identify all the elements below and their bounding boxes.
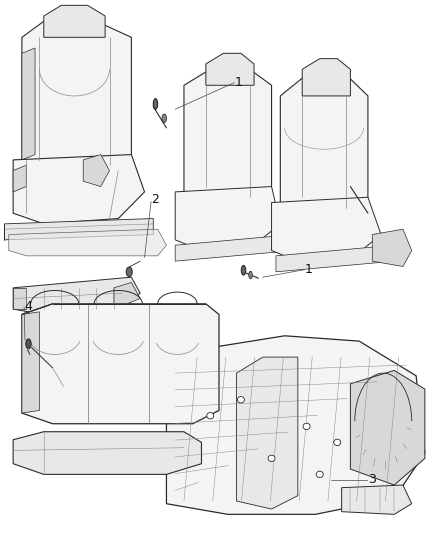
Ellipse shape xyxy=(268,455,275,462)
Ellipse shape xyxy=(316,471,323,478)
Polygon shape xyxy=(302,59,350,96)
Polygon shape xyxy=(237,357,298,509)
Ellipse shape xyxy=(126,267,132,277)
Ellipse shape xyxy=(241,265,246,275)
Polygon shape xyxy=(13,155,145,224)
Text: 4: 4 xyxy=(24,300,32,313)
Polygon shape xyxy=(184,69,272,203)
Ellipse shape xyxy=(237,397,244,403)
Polygon shape xyxy=(13,165,26,192)
Polygon shape xyxy=(9,229,166,256)
Polygon shape xyxy=(22,312,39,413)
Ellipse shape xyxy=(26,339,31,349)
Ellipse shape xyxy=(162,114,166,123)
Polygon shape xyxy=(276,245,394,272)
Polygon shape xyxy=(114,282,140,309)
Text: 1: 1 xyxy=(234,76,242,89)
Polygon shape xyxy=(4,219,153,240)
Ellipse shape xyxy=(249,271,252,279)
Polygon shape xyxy=(206,53,254,85)
Ellipse shape xyxy=(334,439,341,446)
Polygon shape xyxy=(166,336,425,514)
Text: 3: 3 xyxy=(368,473,376,486)
Polygon shape xyxy=(22,48,35,160)
Ellipse shape xyxy=(207,413,214,419)
Polygon shape xyxy=(372,229,412,266)
Polygon shape xyxy=(13,277,140,314)
Polygon shape xyxy=(44,5,105,37)
Polygon shape xyxy=(272,197,381,261)
Polygon shape xyxy=(175,235,293,261)
Polygon shape xyxy=(22,21,131,171)
Ellipse shape xyxy=(153,99,158,109)
Text: 2: 2 xyxy=(151,193,159,206)
Polygon shape xyxy=(13,432,201,474)
Polygon shape xyxy=(22,304,219,424)
Polygon shape xyxy=(175,187,280,251)
Polygon shape xyxy=(13,288,26,309)
Polygon shape xyxy=(280,75,368,213)
Polygon shape xyxy=(350,370,425,485)
Polygon shape xyxy=(342,485,412,514)
Polygon shape xyxy=(83,155,110,187)
Ellipse shape xyxy=(303,423,310,430)
Text: 1: 1 xyxy=(304,263,312,276)
